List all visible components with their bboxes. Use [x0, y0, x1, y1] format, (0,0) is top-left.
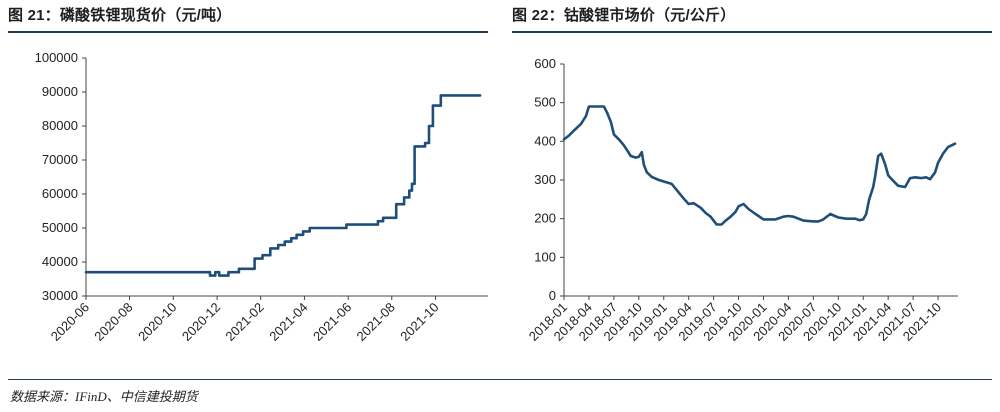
- y-tick-label: 50000: [42, 220, 78, 235]
- source-note: 数据来源：IFinD、中信建投期货: [10, 389, 198, 404]
- chart-title-right: 图 22：钴酸锂市场价（元/公斤）: [512, 7, 736, 24]
- title-divider-right: [512, 31, 992, 33]
- x-tick-label: 2021-10: [397, 300, 441, 344]
- x-tick-label: 2020-12: [179, 300, 223, 344]
- x-tick-label: 2021-04: [266, 300, 310, 344]
- y-tick-label: 90000: [42, 84, 78, 99]
- y-tick-label: 30000: [42, 288, 78, 303]
- y-tick-label: 80000: [42, 118, 78, 133]
- x-tick-label: 2020-06: [48, 300, 92, 344]
- x-tick-label: 2020-10: [135, 300, 179, 344]
- title-divider-left: [8, 31, 488, 33]
- y-tick-label: 100: [534, 249, 556, 264]
- series-line: [562, 105, 957, 226]
- x-tick-label: 2021-08: [354, 300, 398, 344]
- y-tick-label: 100000: [35, 50, 78, 65]
- chart-title-left: 图 21：磷酸铁锂现货价（元/吨）: [8, 7, 232, 24]
- chart-lfp-price: 100000 90000 80000 70000 60000 50000 40000 3000…: [35, 50, 488, 344]
- y-tick-label: 600: [534, 56, 556, 71]
- x-tick-label: 2021-02: [222, 300, 266, 344]
- y-tick-label: 40000: [42, 254, 78, 269]
- x-tick-label: 2021-06: [310, 300, 354, 344]
- series-line: [84, 94, 482, 277]
- y-tick-label: 300: [534, 172, 556, 187]
- y-tick-label: 60000: [42, 186, 78, 201]
- y-tick-label: 0: [549, 288, 556, 303]
- y-tick-label: 200: [534, 211, 556, 226]
- y-tick-label: 70000: [42, 152, 78, 167]
- y-tick-label: 500: [534, 95, 556, 110]
- chart-lco-price: 60050040030020010002018-012018-042018-07…: [526, 56, 958, 344]
- footer-divider: [8, 379, 992, 380]
- y-tick-label: 400: [534, 133, 556, 148]
- x-tick-label: 2020-08: [91, 300, 135, 344]
